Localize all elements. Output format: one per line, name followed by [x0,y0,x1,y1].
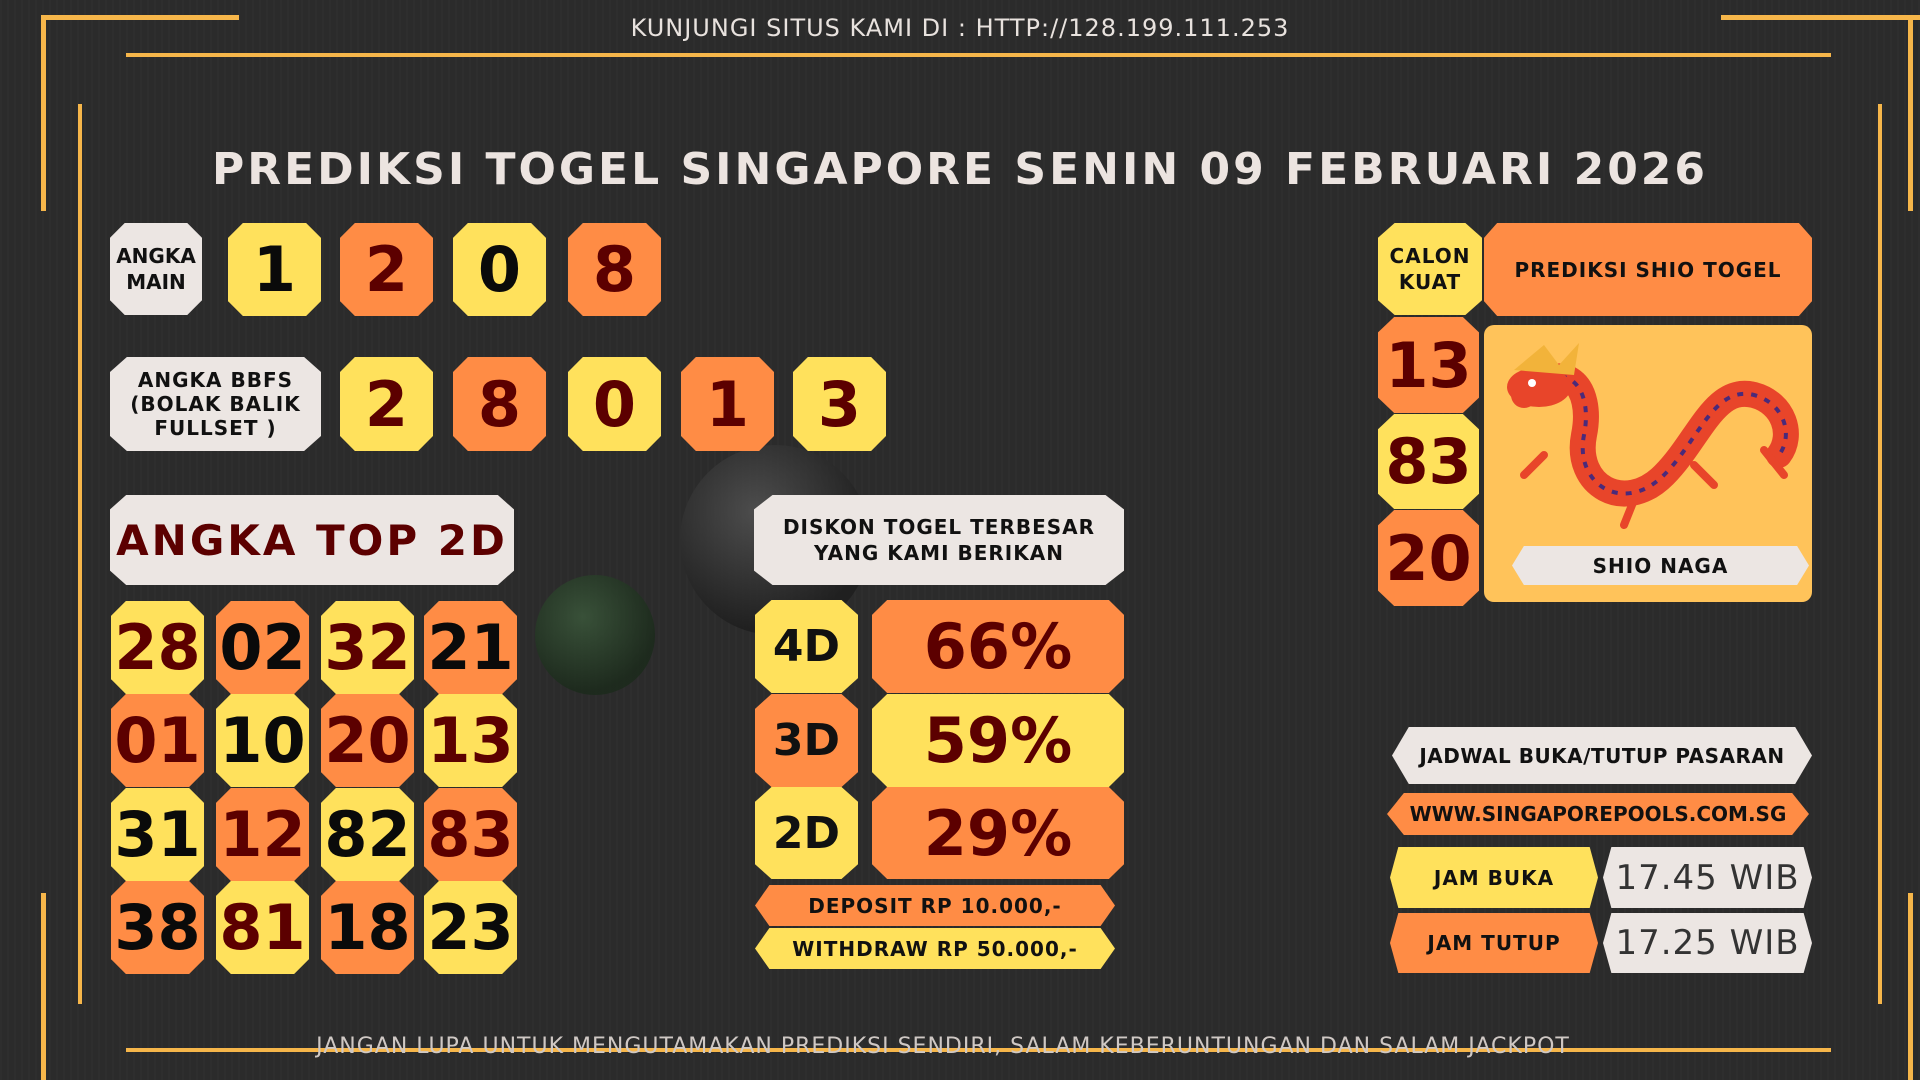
top-2d-cell: 18 [321,881,414,974]
frame-line [43,15,239,20]
top-2d-cell: 83 [424,788,517,881]
bbfs-digit: 2 [340,357,433,451]
dragon-icon [1507,343,1799,529]
label-line: ANGKA [116,244,196,268]
diskon-percent-2d: 29% [872,787,1124,879]
angka-main-digit: 8 [568,223,661,316]
diskon-game-3d: 3D [755,694,858,787]
top-2d-cell: 38 [111,881,204,974]
label-line: FULLSET ) [154,416,277,440]
label-line: MAIN [126,270,186,294]
shio-header: PREDIKSI SHIO TOGEL [1484,223,1812,316]
bbfs-digit: 0 [568,357,661,451]
label-line: ANGKA BBFS [137,368,294,392]
top-2d-cell: 20 [321,694,414,787]
diskon-percent-3d: 59% [872,694,1124,787]
jam-buka-time: 17.45 WIB [1603,847,1812,908]
bbfs-label: ANGKA BBFS (BOLAK BALIK FULLSET ) [110,357,321,451]
frame-line [126,1048,1831,1052]
frame-line [1878,104,1882,1004]
jadwal-header: JADWAL BUKA/TUTUP PASARAN [1392,727,1812,784]
top-2d-cell: 10 [216,694,309,787]
singapore-pools-link[interactable]: WWW.SINGAPOREPOOLS.COM.SG [1387,793,1809,835]
label-line: (BOLAK BALIK [130,392,301,416]
bbfs-digit: 3 [793,357,886,451]
top-2d-cell: 12 [216,788,309,881]
top-2d-cell: 28 [111,601,204,694]
diskon-label: DISKON TOGEL TERBESAR YANG KAMI BERIKAN [754,495,1124,585]
top-2d-cell: 02 [216,601,309,694]
jam-buka-label: JAM BUKA [1390,847,1598,908]
top-2d-cell: 82 [321,788,414,881]
jam-tutup-label: JAM TUTUP [1390,913,1598,973]
angka-main-digit: 1 [228,223,321,316]
angka-main-label: ANGKA MAIN [110,223,202,315]
top-2d-label: ANGKA TOP 2D [110,495,514,585]
top-2d-cell: 81 [216,881,309,974]
angka-main-digit: 0 [453,223,546,316]
calon-kuat-label: CALON KUAT [1378,223,1482,315]
frame-line [1721,15,1920,20]
visit-site-text: KUNJUNGI SITUS KAMI DI : HTTP://128.199.… [630,14,1290,42]
top-2d-cell: 32 [321,601,414,694]
top-2d-cell: 01 [111,694,204,787]
label-line: DISKON TOGEL TERBESAR [782,515,1096,539]
diskon-game-2d: 2D [755,787,858,879]
frame-line [1908,15,1913,211]
angka-main-digit: 2 [340,223,433,316]
billiard-ball-decoration [535,575,655,695]
label-line: YANG KAMI BERIKAN [814,541,1064,565]
jam-tutup-time: 17.25 WIB [1603,913,1812,973]
footer-text: JANGAN LUPA UNTUK MENGUTAMAKAN PREDIKSI … [316,1034,1570,1059]
deposit-info: DEPOSIT RP 10.000,- [755,885,1115,926]
top-2d-cell: 21 [424,601,517,694]
label-line: KUAT [1398,270,1462,294]
top-2d-cell: 23 [424,881,517,974]
bbfs-digit: 8 [453,357,546,451]
calon-kuat-number: 13 [1378,317,1479,413]
diskon-game-4d: 4D [755,600,858,693]
diskon-percent-4d: 66% [872,600,1124,693]
frame-line [41,893,46,1080]
label-line: CALON [1389,244,1471,268]
frame-line [78,104,82,1004]
page-title: PREDIKSI TOGEL SINGAPORE SENIN 09 FEBRUA… [211,144,1709,195]
frame-line [126,53,1831,57]
frame-line [41,15,46,211]
shio-panel: SHIO NAGA [1484,325,1812,602]
top-2d-cell: 13 [424,694,517,787]
withdraw-info: WITHDRAW RP 50.000,- [755,928,1115,969]
calon-kuat-number: 20 [1378,510,1479,606]
calon-kuat-number: 83 [1378,414,1479,509]
shio-name: SHIO NAGA [1512,546,1809,585]
frame-line [1908,893,1913,1080]
top-2d-cell: 31 [111,788,204,881]
bbfs-digit: 1 [681,357,774,451]
